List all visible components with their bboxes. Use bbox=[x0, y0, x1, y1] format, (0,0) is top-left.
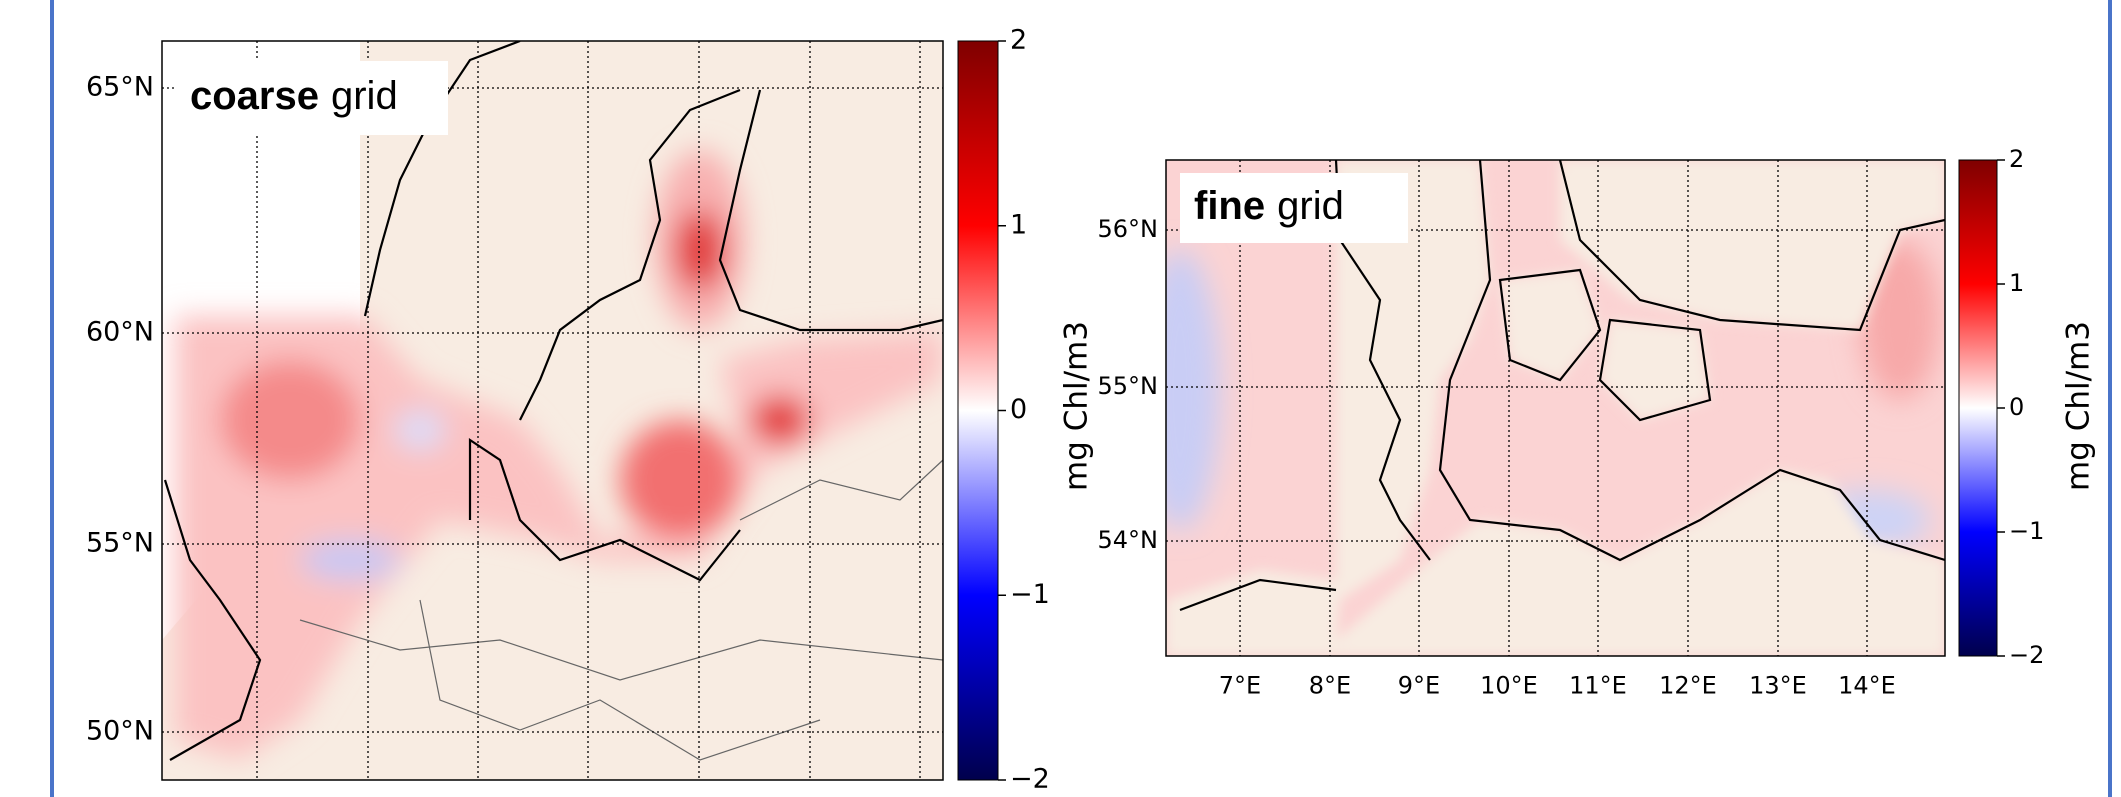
colorbar-label: mg Chl/m3 bbox=[1059, 321, 1095, 491]
panel-title: coarse grid bbox=[190, 74, 398, 118]
title-rest: grid bbox=[331, 74, 398, 118]
colorbar-tick-label: −2 bbox=[2009, 641, 2044, 669]
map-frame bbox=[1165, 159, 1946, 657]
lon-label: 10°E bbox=[446, 795, 511, 797]
lon-label: 30°E bbox=[888, 795, 953, 797]
lat-label: 50°N bbox=[86, 716, 154, 747]
colorbar-tick-label: 2 bbox=[2009, 145, 2024, 173]
title-box bbox=[1180, 173, 1408, 243]
lat-label: 55°N bbox=[86, 528, 154, 559]
colorbar-tick-label: −1 bbox=[2009, 517, 2044, 545]
colorbar-tick-label: −2 bbox=[1010, 764, 1050, 795]
lon-label: 7°E bbox=[1219, 672, 1261, 700]
colorbar-tick-label: 1 bbox=[1010, 209, 1027, 240]
colorbar-tick-label: 2 bbox=[1010, 25, 1027, 56]
lon-label: 25°E bbox=[778, 795, 843, 797]
lon-label: 15°E bbox=[556, 795, 621, 797]
colorbar-tick-label: 0 bbox=[1010, 394, 1027, 425]
panel-title: fine grid bbox=[1194, 184, 1344, 228]
title-bold: fine bbox=[1194, 184, 1265, 228]
lon-label: 20°E bbox=[667, 795, 732, 797]
lon-label: 12°E bbox=[1659, 672, 1717, 700]
map-frame bbox=[161, 40, 944, 781]
title-rest: grid bbox=[1277, 184, 1344, 228]
colorbar-tick-label: 1 bbox=[2009, 269, 2024, 297]
lat-label: 60°N bbox=[86, 317, 154, 348]
lat-label: 65°N bbox=[86, 72, 154, 103]
lon-label: 14°E bbox=[1838, 672, 1896, 700]
lon-label: 0° bbox=[242, 795, 273, 797]
lat-label: 55°N bbox=[1098, 372, 1159, 400]
colorbar bbox=[1958, 159, 1998, 657]
lon-label: 9°E bbox=[1398, 672, 1440, 700]
lon-label: 5°E bbox=[344, 795, 392, 797]
lon-label: 8°E bbox=[1309, 672, 1351, 700]
colorbar bbox=[957, 40, 999, 781]
title-box bbox=[176, 61, 448, 135]
lon-label: 10°E bbox=[1480, 672, 1538, 700]
lon-label: 13°E bbox=[1749, 672, 1807, 700]
colorbar-tick-label: −1 bbox=[1010, 579, 1050, 610]
colorbar-tick-label: 0 bbox=[2009, 393, 2024, 421]
title-bold: coarse bbox=[190, 74, 319, 118]
lat-label: 54°N bbox=[1098, 526, 1159, 554]
lat-label: 56°N bbox=[1098, 215, 1159, 243]
map-fine bbox=[1166, 160, 1945, 656]
map-coarse bbox=[162, 41, 943, 780]
colorbar-label: mg Chl/m3 bbox=[2061, 321, 2097, 491]
lon-label: 11°E bbox=[1569, 672, 1627, 700]
